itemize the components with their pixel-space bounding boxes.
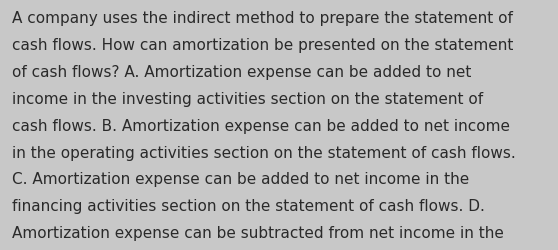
Text: Amortization expense can be subtracted from net income in the: Amortization expense can be subtracted f…	[12, 225, 504, 240]
Text: cash flows. How can amortization be presented on the statement: cash flows. How can amortization be pres…	[12, 38, 514, 53]
Text: financing activities section on the statement of cash flows. D.: financing activities section on the stat…	[12, 198, 485, 214]
Text: income in the investing activities section on the statement of: income in the investing activities secti…	[12, 92, 483, 106]
Text: cash flows. B. Amortization expense can be added to net income: cash flows. B. Amortization expense can …	[12, 118, 510, 133]
Text: C. Amortization expense can be added to net income in the: C. Amortization expense can be added to …	[12, 172, 469, 187]
Text: in the operating activities section on the statement of cash flows.: in the operating activities section on t…	[12, 145, 516, 160]
Text: of cash flows? A. Amortization expense can be added to net: of cash flows? A. Amortization expense c…	[12, 65, 472, 80]
Text: A company uses the indirect method to prepare the statement of: A company uses the indirect method to pr…	[12, 11, 513, 26]
